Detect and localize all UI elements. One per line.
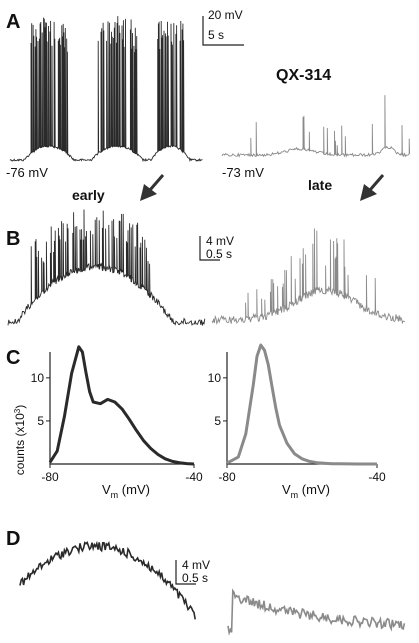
arrow-late <box>360 174 385 201</box>
c-ylabel: counts (x103) <box>13 405 27 476</box>
c-late-series-line <box>226 343 377 466</box>
trace-b-early <box>7 209 206 326</box>
trace-d-late <box>227 588 406 636</box>
scalebar-d-lines <box>175 560 196 585</box>
c-early-xtick-label: -40 <box>185 470 203 484</box>
scalebar-a: 20 mV 5 s <box>202 8 244 46</box>
c-early-series-line <box>48 345 195 466</box>
scalebar-d-voltage: 4 mV <box>182 558 210 572</box>
scalebar-a-voltage: 20 mV <box>208 8 243 22</box>
scalebar-b-time: 0.5 s <box>206 247 232 261</box>
c-late-xlabel: Vm (mV) <box>282 482 330 500</box>
scalebar-b-voltage: 4 mV <box>206 234 234 248</box>
phase-label-late: late <box>308 177 332 193</box>
panel-b-label: B <box>6 228 20 250</box>
c-early-xlabel: Vm (mV) <box>102 482 150 500</box>
c-early-xtick-label: -80 <box>41 470 59 484</box>
histogram-chart-early: 5 10 -80 -40 Vm (mV) <box>31 345 203 500</box>
scalebar-d: 4 mV 0.5 s <box>175 558 210 585</box>
scalebar-a-lines <box>202 16 244 46</box>
drug-label: QX-314 <box>276 67 331 84</box>
histogram-chart-late: 5 10 -80 -40 Vm (mV) <box>208 343 386 500</box>
panel-a-label: A <box>6 11 20 33</box>
c-late-ytick-label: 10 <box>208 371 222 385</box>
scalebar-a-time: 5 s <box>208 28 224 42</box>
c-late-xtick-label: -80 <box>218 470 236 484</box>
arrow-early <box>140 174 165 201</box>
scalebar-b-lines <box>199 236 220 261</box>
c-early-ytick-label: 5 <box>37 414 44 428</box>
c-early-ytick-label: 10 <box>31 371 45 385</box>
phase-label-early: early <box>72 187 105 203</box>
trace-b-late <box>211 228 406 326</box>
vm-label-late: -73 mV <box>222 165 264 180</box>
trace-a-late <box>221 95 411 158</box>
trace-a-early <box>9 16 203 163</box>
panel-c-label: C <box>6 347 20 369</box>
scalebar-b: 4 mV 0.5 s <box>199 234 234 261</box>
vm-label-early: -76 mV <box>6 165 48 180</box>
c-late-xtick-label: -40 <box>368 470 386 484</box>
panel-d-label: D <box>6 528 20 550</box>
scalebar-d-time: 0.5 s <box>182 571 208 585</box>
trace-d-early <box>19 540 196 620</box>
c-late-ytick-label: 5 <box>214 414 221 428</box>
